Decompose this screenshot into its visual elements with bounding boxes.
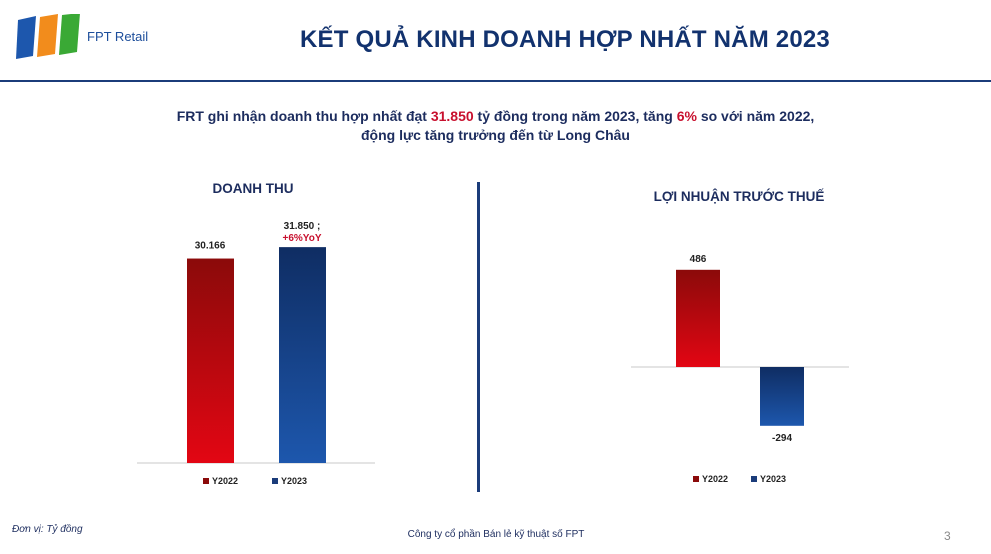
legend-swatch-y2022 (693, 476, 699, 482)
legend-label-y2023: Y2023 (281, 476, 307, 486)
legend-swatch-y2023 (272, 478, 278, 484)
profit-chart-title: LỢI NHUẬN TRƯỚC THUẾ (654, 189, 825, 204)
headline: FRT ghi nhận doanh thu hợp nhất đạt 31.8… (60, 107, 931, 145)
revenue-yoy-annotation: +6%YoY (283, 233, 322, 244)
unit-note: Đơn vị: Tỷ đồng (12, 524, 83, 535)
charts-divider (477, 182, 480, 492)
legend-swatch-y2022 (203, 478, 209, 484)
headline-part1: FRT ghi nhận doanh thu hợp nhất đạt (176, 108, 431, 124)
page-number: 3 (944, 529, 951, 543)
profit-bar-y2022 (676, 269, 720, 367)
headline-part3: so với năm 2022, (696, 108, 815, 124)
profit-label-y2022: 486 (690, 254, 707, 265)
revenue-label-y2022: 30.166 (195, 241, 226, 252)
revenue-bar-y2023 (279, 247, 326, 463)
fpt-retail-logo (12, 13, 152, 62)
headline-revenue-value: 31.850 (430, 108, 474, 124)
profit-label-y2023: -294 (772, 433, 792, 444)
header-rule (0, 80, 991, 82)
fpt-logo-icon (16, 13, 80, 59)
page-title: KẾT QUẢ KINH DOANH HỢP NHẤT NĂM 2023 (300, 26, 830, 53)
revenue-label-y2023: 31.850 ; (284, 221, 321, 232)
legend-label-y2022: Y2022 (702, 474, 728, 484)
profit-bar-y2023 (760, 367, 804, 426)
legend-label-y2022: Y2022 (212, 476, 238, 486)
legend-swatch-y2023 (751, 476, 757, 482)
footer-company: Công ty cổ phần Bán lẻ kỹ thuật số FPT (407, 529, 585, 540)
headline-line2: động lực tăng trưởng đến từ Long Châu (360, 127, 630, 143)
revenue-bar-y2022 (187, 258, 234, 463)
headline-growth-value: 6% (676, 108, 697, 124)
brand-name: FPT Retail (87, 29, 149, 44)
revenue-chart-title: DOANH THU (213, 181, 294, 196)
headline-part2: tỷ đồng trong năm 2023, tăng (473, 108, 677, 124)
legend-label-y2023: Y2023 (760, 474, 786, 484)
